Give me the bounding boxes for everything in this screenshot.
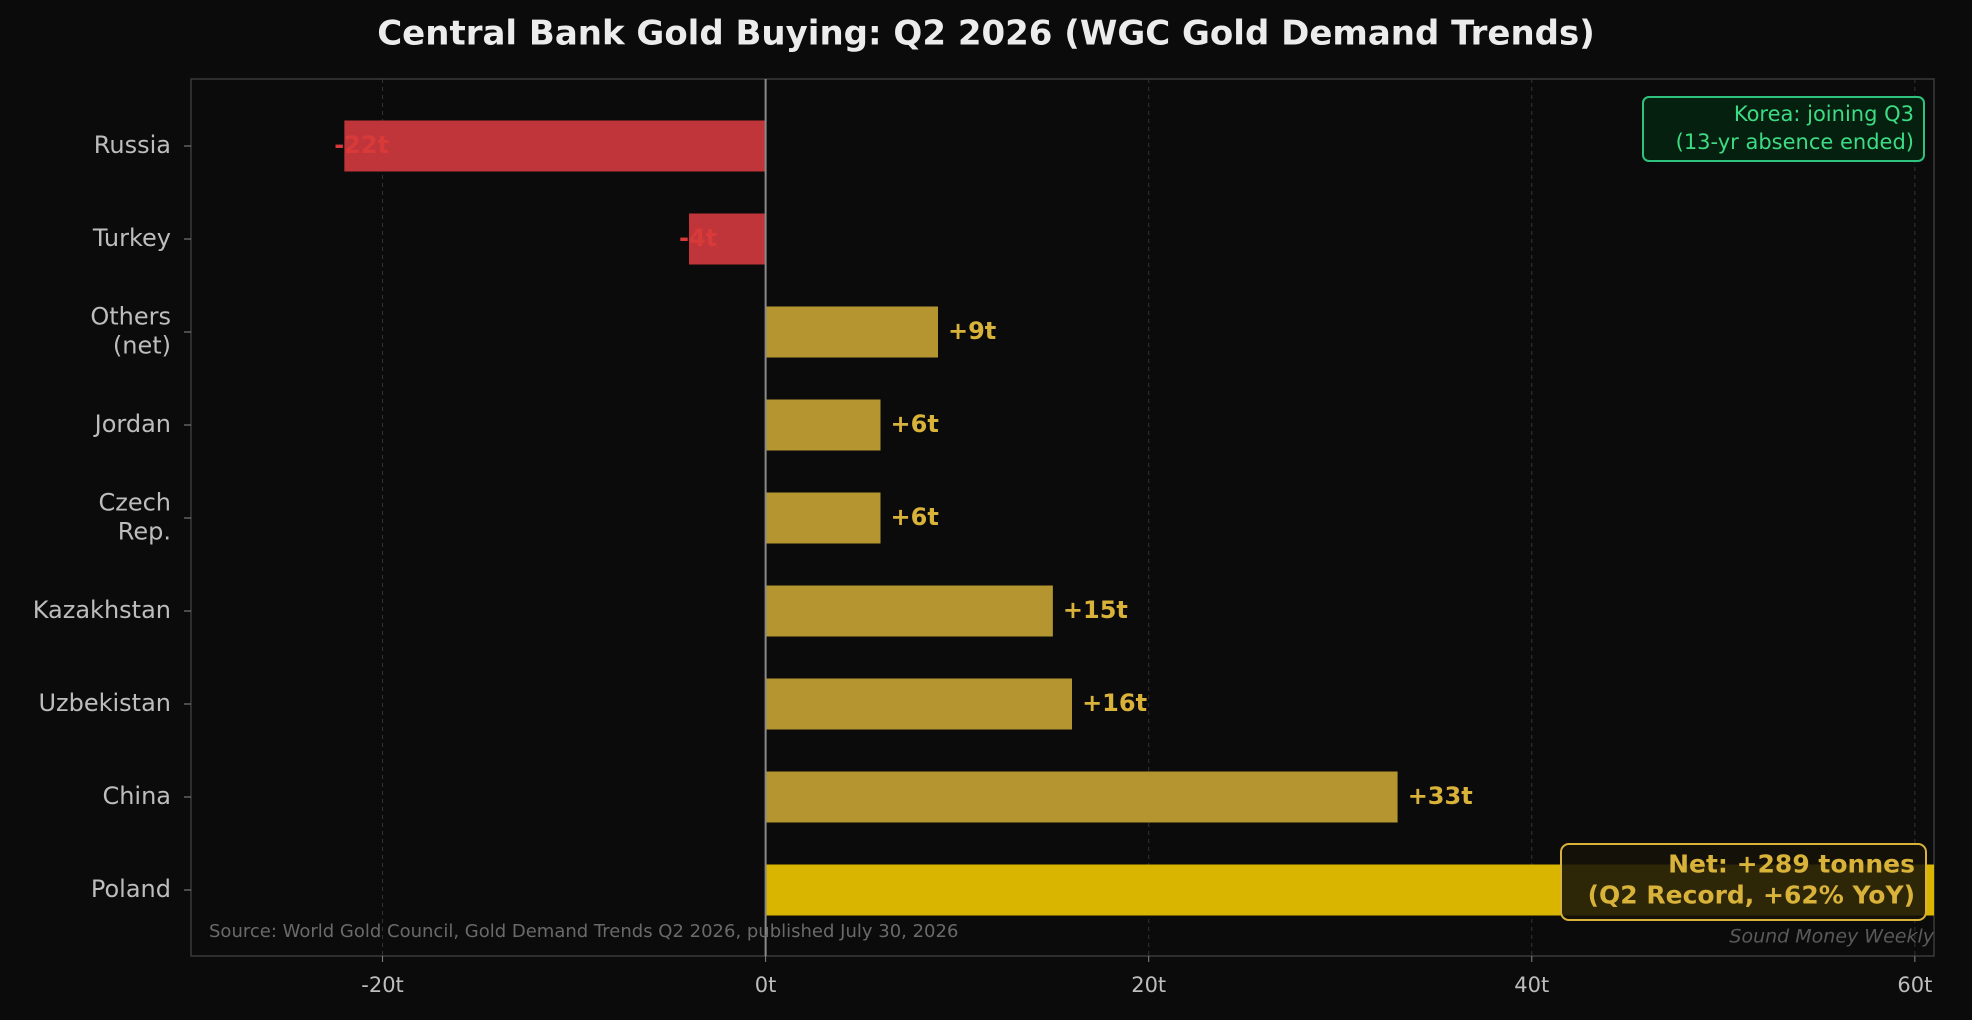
bar [344,121,765,172]
y-tick-label: Jordan [93,410,171,438]
watermark: Sound Money Weekly [1729,926,1934,948]
value-label: -4t [679,224,717,252]
value-label: +6t [891,503,939,531]
x-tick-label: 0t [755,973,777,997]
y-tick-label: Czech Rep. [98,489,171,546]
annotation-box [1642,96,1925,162]
value-label: +6t [891,410,939,438]
x-tick-label: 40t [1514,973,1549,997]
bar [689,214,766,265]
chart-title: Central Bank Gold Buying: Q2 2026 (WGC G… [377,14,1595,54]
y-tick-label: Russia [94,131,171,159]
y-tick-label: Kazakhstan [33,596,171,624]
x-tick-label: -20t [361,973,404,997]
source-note: Source: World Gold Council, Gold Demand … [209,921,958,942]
bar [766,493,881,544]
value-label: +33t [1408,782,1473,810]
bar [766,772,1398,823]
annotation: Net: +289 tonnes (Q2 Record, +62% YoY) [1588,850,1915,910]
value-label: -22t [334,131,389,159]
bar [766,586,1053,637]
bar [766,307,938,358]
annotation-box [1560,843,1927,921]
plot-frame [190,78,1935,957]
value-label: +15t [1063,596,1128,624]
x-tick-label: 60t [1897,973,1932,997]
y-tick-label: Uzbekistan [38,689,171,717]
x-tick-label: 20t [1131,973,1166,997]
value-label: +9t [948,317,996,345]
bar [766,679,1072,730]
y-tick-label: Others (net) [90,303,171,360]
y-tick-label: Turkey [92,224,171,252]
y-tick-label: China [102,782,171,810]
bar [766,400,881,451]
annotation: Korea: joining Q3 (13-yr absence ended) [1676,102,1914,154]
value-label: +16t [1082,689,1147,717]
y-tick-label: Poland [91,875,171,903]
